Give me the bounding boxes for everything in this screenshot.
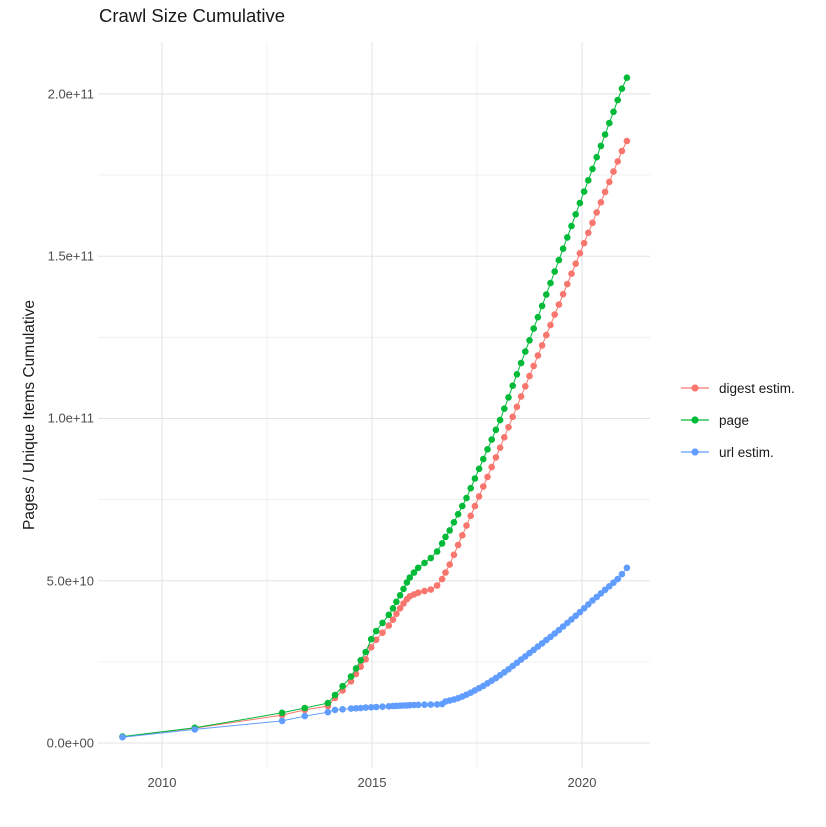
legend-item-digest-estim: digest estim. — [679, 378, 795, 398]
y-tick-label: 0.0e+00 — [46, 735, 94, 751]
legend-label: digest estim. — [719, 380, 795, 396]
x-tick-label: 2010 — [147, 775, 177, 790]
x-tick-label: 2015 — [357, 775, 387, 790]
legend-key-icon — [681, 416, 709, 424]
legend-key-icon — [681, 448, 709, 456]
legend-item-page: page — [679, 410, 795, 430]
y-tick-label: 5.0e+10 — [46, 573, 94, 589]
legend-item-url-estim: url estim. — [679, 442, 795, 462]
legend-key-icon — [681, 384, 709, 392]
y-tick-label: 1.0e+11 — [47, 410, 94, 426]
y-tick-label: 2.0e+11 — [47, 86, 94, 102]
legend: digest estim. page url estim. — [679, 378, 795, 462]
legend-label: page — [719, 412, 750, 428]
y-tick-label: 1.5e+11 — [47, 248, 94, 264]
legend-label: url estim. — [719, 444, 774, 460]
x-tick-label: 2020 — [567, 775, 597, 790]
chart-title: Crawl Size Cumulative — [99, 5, 286, 26]
